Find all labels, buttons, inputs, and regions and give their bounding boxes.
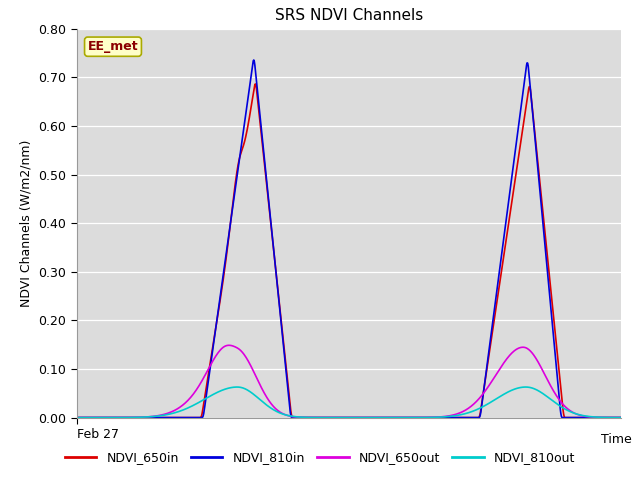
Line: NDVI_810in: NDVI_810in: [77, 60, 621, 418]
NDVI_650in: [252, 81, 259, 87]
NDVI_810in: [250, 57, 258, 63]
Line: NDVI_650in: NDVI_650in: [77, 84, 621, 418]
NDVI_650out: [352, 415, 360, 420]
NDVI_810in: [447, 415, 455, 420]
NDVI_650out: [294, 414, 301, 420]
NDVI_650in: [73, 415, 81, 420]
NDVI_810in: [617, 415, 625, 420]
NDVI_810out: [129, 415, 136, 420]
Title: SRS NDVI Channels: SRS NDVI Channels: [275, 9, 423, 24]
NDVI_810in: [129, 415, 136, 420]
Text: EE_met: EE_met: [88, 40, 138, 53]
NDVI_650out: [508, 350, 516, 356]
NDVI_650in: [499, 264, 506, 270]
NDVI_810out: [312, 415, 320, 420]
NDVI_810out: [522, 384, 529, 390]
NDVI_810in: [508, 178, 515, 183]
NDVI_810out: [356, 415, 364, 420]
Line: NDVI_810out: NDVI_810out: [77, 387, 621, 418]
NDVI_810out: [508, 387, 515, 393]
NDVI_650in: [447, 415, 455, 420]
Legend: NDVI_650in, NDVI_810in, NDVI_650out, NDVI_810out: NDVI_650in, NDVI_810in, NDVI_650out, NDV…: [60, 446, 580, 469]
NDVI_810in: [313, 415, 321, 420]
NDVI_650in: [508, 199, 516, 204]
NDVI_810out: [447, 413, 455, 419]
NDVI_810out: [293, 414, 301, 420]
NDVI_810out: [498, 393, 506, 398]
NDVI_650out: [313, 415, 321, 420]
Text: Time: Time: [601, 433, 632, 446]
NDVI_650out: [225, 342, 232, 348]
NDVI_650out: [617, 415, 625, 420]
NDVI_650out: [129, 415, 136, 420]
NDVI_650in: [294, 415, 301, 420]
NDVI_650out: [447, 412, 455, 418]
NDVI_810in: [498, 252, 506, 258]
NDVI_650in: [129, 415, 136, 420]
Line: NDVI_650out: NDVI_650out: [77, 345, 621, 418]
NDVI_650out: [499, 362, 506, 368]
NDVI_810in: [294, 415, 301, 420]
NDVI_810in: [73, 415, 81, 420]
NDVI_810out: [617, 415, 625, 420]
NDVI_650in: [617, 415, 625, 420]
NDVI_650out: [73, 415, 81, 420]
NDVI_650in: [313, 415, 321, 420]
NDVI_810out: [73, 415, 81, 420]
Y-axis label: NDVI Channels (W/m2/nm): NDVI Channels (W/m2/nm): [20, 140, 33, 307]
NDVI_650in: [403, 415, 410, 420]
